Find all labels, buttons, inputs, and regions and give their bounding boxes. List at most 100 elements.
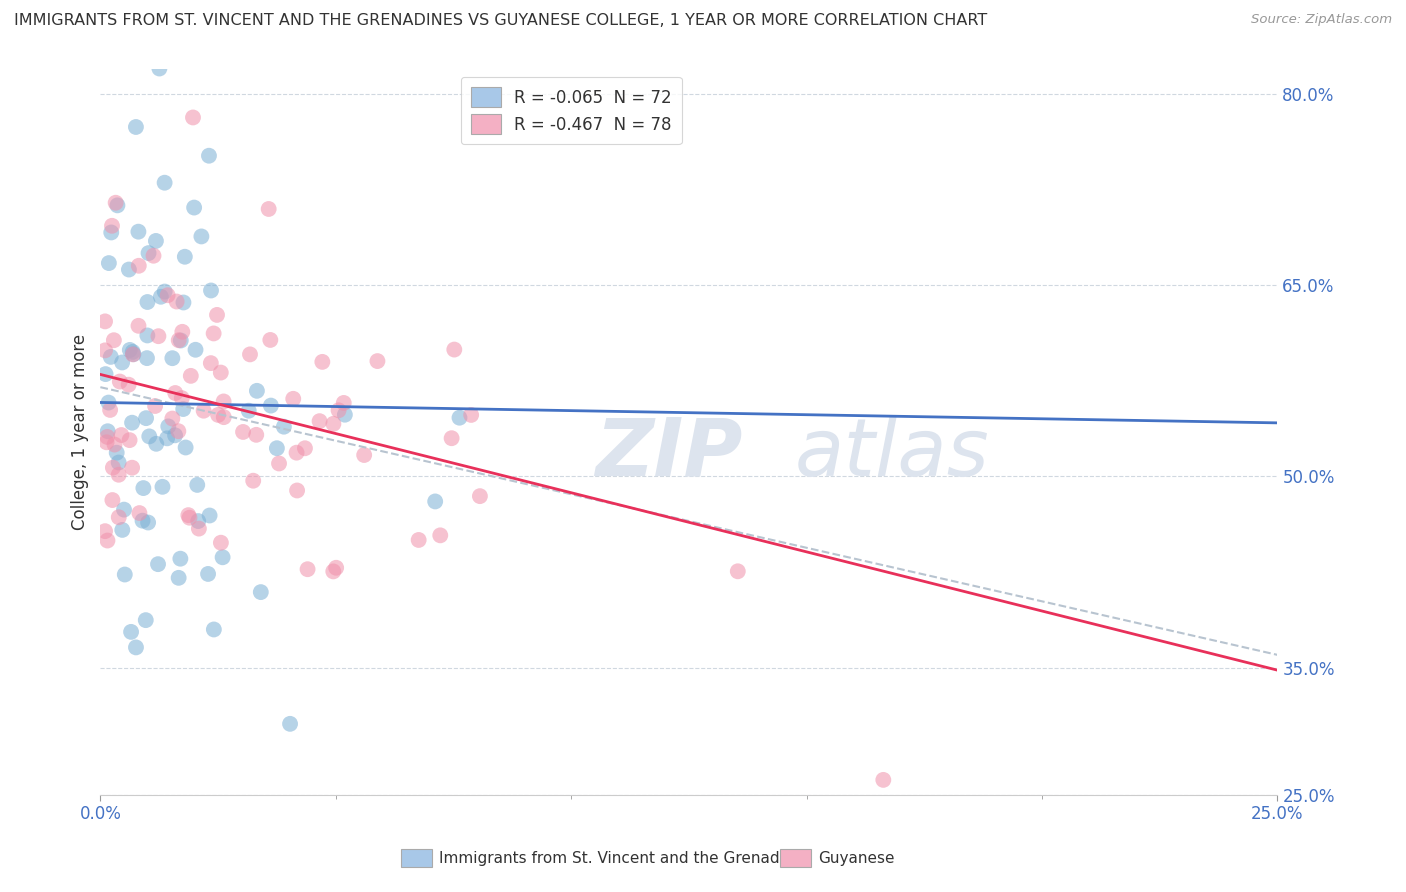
Point [297, 562, 319, 576]
Point [170, 334, 193, 348]
Point [259, 333, 281, 347]
Point [96, 533, 118, 548]
Point [283, 392, 305, 406]
Point [266, 441, 288, 455]
Point [96, 430, 118, 444]
Point [149, 290, 172, 304]
Point [198, 508, 221, 523]
Point [128, 506, 150, 520]
Point [212, 410, 235, 425]
Point [131, 514, 153, 528]
Point [108, 375, 131, 389]
Point [366, 354, 388, 368]
Point [273, 419, 295, 434]
Text: Guyanese: Guyanese [818, 851, 894, 865]
Point [121, 460, 143, 475]
Point [278, 716, 301, 731]
Point [103, 437, 125, 451]
Point [107, 198, 129, 212]
Point [193, 403, 215, 417]
Point [152, 480, 174, 494]
Point [101, 460, 124, 475]
Point [179, 510, 201, 524]
Point [200, 356, 222, 370]
Point [97, 256, 120, 270]
Point [121, 416, 143, 430]
Point [209, 366, 232, 380]
Point [260, 399, 283, 413]
Point [408, 533, 430, 547]
Point [449, 410, 471, 425]
Point [285, 445, 308, 459]
Point [170, 391, 193, 405]
Point [325, 561, 347, 575]
Point [177, 508, 200, 523]
Point [174, 441, 197, 455]
Legend: R = -0.065  N = 72, R = -0.467  N = 78: R = -0.065 N = 72, R = -0.467 N = 78 [461, 77, 682, 145]
Point [257, 202, 280, 216]
Point [167, 424, 190, 438]
Point [125, 640, 148, 655]
Text: ZIP: ZIP [595, 415, 742, 492]
Y-axis label: College, 1 year or more: College, 1 year or more [72, 334, 89, 530]
Point [156, 431, 179, 445]
Point [167, 333, 190, 347]
Point [167, 571, 190, 585]
Point [136, 295, 159, 310]
Point [198, 149, 221, 163]
Point [190, 229, 212, 244]
Point [249, 585, 271, 599]
Point [128, 259, 150, 273]
Point [121, 344, 143, 359]
Point [197, 566, 219, 581]
Point [136, 328, 159, 343]
Point [181, 111, 204, 125]
Point [727, 564, 749, 578]
Point [94, 367, 117, 381]
Point [107, 467, 129, 482]
Point [100, 226, 122, 240]
Point [184, 343, 207, 357]
Point [132, 481, 155, 495]
Point [138, 429, 160, 443]
Point [308, 414, 330, 428]
Point [94, 314, 117, 328]
Point [232, 425, 254, 439]
Point [294, 442, 316, 456]
Point [135, 613, 157, 627]
Point [94, 524, 117, 538]
Point [107, 510, 129, 524]
Point [148, 62, 170, 76]
Point [100, 350, 122, 364]
Point [120, 624, 142, 639]
Point [97, 395, 120, 409]
Point [245, 427, 267, 442]
Point [187, 522, 209, 536]
Point [145, 437, 167, 451]
Point [96, 435, 118, 450]
Point [118, 343, 141, 357]
Point [443, 343, 465, 357]
Point [103, 333, 125, 347]
Point [153, 285, 176, 299]
Point [172, 402, 194, 417]
Point [173, 250, 195, 264]
Point [162, 351, 184, 366]
Point [98, 403, 121, 417]
Point [105, 446, 128, 460]
Point [322, 565, 344, 579]
Point [94, 343, 117, 358]
Point [111, 523, 134, 537]
Point [165, 428, 187, 442]
Point [136, 351, 159, 365]
Point [165, 386, 187, 401]
Point [311, 355, 333, 369]
Point [118, 377, 141, 392]
Point [143, 399, 166, 413]
Point [136, 516, 159, 530]
Point [332, 396, 354, 410]
Point [97, 424, 120, 438]
Point [110, 428, 132, 442]
Point [429, 528, 451, 542]
Point [156, 288, 179, 302]
